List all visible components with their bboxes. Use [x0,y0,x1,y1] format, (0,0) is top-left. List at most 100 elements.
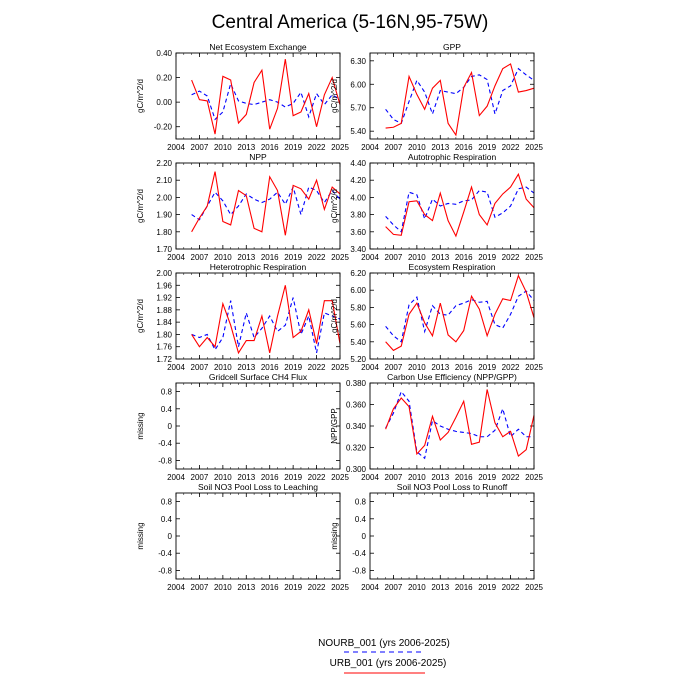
x-tick-label: 2007 [191,363,209,372]
x-tick-label: 2022 [308,583,326,592]
y-tick-label: 0.00 [156,98,172,107]
y-tick-label: 2.20 [156,159,172,168]
legend-label-nourb: NOURB_001 (yrs 2006-2025) [318,638,450,649]
y-tick-label: 1.70 [156,245,172,254]
x-tick-label: 2010 [408,143,426,152]
chart-panel-2: GPP gC/m^2/d 2004 2007 2010 2013 2016 2019 2022 2… [330,42,543,152]
x-tick-label: 2007 [191,583,209,592]
x-tick-label: 2022 [308,143,326,152]
x-tick-label: 2016 [261,253,279,262]
x-tick-label: 2004 [361,583,379,592]
x-tick-label: 2013 [431,473,449,482]
x-tick-label: 2007 [385,363,403,372]
y-tick-label: 5.70 [350,104,366,113]
y-tick-label: 0 [168,422,173,431]
x-tick-label: 2022 [308,473,326,482]
y-tick-label: 0.8 [355,498,367,507]
x-tick-label: 2013 [237,143,255,152]
chart-panel-5: Heterotrophic Respiration gC/m^2/d 2004 200… [136,262,349,372]
x-tick-label: 2016 [455,583,473,592]
y-axis-label: gC/m^2/d [136,299,145,333]
y-tick-label: 1.88 [156,306,172,315]
x-tick-label: 2010 [408,473,426,482]
y-tick-label: 6.20 [350,269,366,278]
panel-title: Ecosystem Respiration [409,262,496,272]
y-tick-label: 0.4 [161,515,173,524]
y-tick-label: 5.40 [350,338,366,347]
legend-label-urb: URB_001 (yrs 2006-2025) [330,658,447,669]
x-tick-label: 2016 [261,473,279,482]
figure-title: Central America (5-16N,95-75W) [212,12,489,33]
y-tick-label: 2.10 [156,176,172,185]
x-tick-label: 2004 [167,473,185,482]
plot-frame [175,492,341,580]
panel-title: Heterotrophic Respiration [210,262,307,272]
y-tick-label: 0.8 [161,388,173,397]
y-tick-label: 0.20 [156,74,172,83]
x-tick-label: 2016 [261,143,279,152]
y-tick-label: 4.40 [350,159,366,168]
series-line-urb-001 [191,59,341,135]
x-tick-label: 2019 [478,143,496,152]
x-tick-label: 2022 [308,253,326,262]
x-tick-label: 2016 [455,253,473,262]
series-line-nourb-001 [191,185,341,221]
x-tick-label: 2013 [431,583,449,592]
plot-frame [175,382,341,470]
x-tick-label: 2025 [525,473,543,482]
y-tick-label: -0.4 [158,439,172,448]
y-tick-label: 0.340 [346,422,367,431]
y-tick-label: 6.30 [350,57,366,66]
y-axis-label: gC/m^2/d [330,79,339,113]
y-tick-label: -0.4 [158,549,172,558]
x-tick-label: 2013 [431,143,449,152]
panel-title: NPP [249,152,267,162]
y-axis-label: gC/m^2/d [330,299,339,333]
y-axis-label: missing [136,522,145,549]
y-tick-label: 5.60 [350,321,366,330]
x-tick-label: 2016 [261,363,279,372]
y-tick-label: 0.4 [355,515,367,524]
y-axis-label: NPP/GPP [330,408,339,444]
y-tick-label: 4.20 [350,176,366,185]
x-tick-label: 2022 [502,473,520,482]
series-line-nourb-001 [385,186,535,233]
x-tick-label: 2022 [502,363,520,372]
y-tick-label: 0.4 [161,405,173,414]
x-tick-label: 2010 [214,473,232,482]
x-tick-label: 2007 [191,253,209,262]
x-tick-label: 2004 [167,583,185,592]
chart-panel-4: Autotrophic Respiration gC/m^2/d 2004 2007 2… [330,152,543,262]
y-tick-label: 0 [362,532,367,541]
y-axis-label: gC/m^2/d [136,189,145,223]
x-tick-label: 2013 [237,473,255,482]
x-tick-label: 2010 [408,363,426,372]
y-axis-label: missing [330,522,339,549]
x-tick-label: 2019 [284,363,302,372]
x-tick-label: 2010 [214,253,232,262]
x-tick-label: 2007 [191,473,209,482]
x-tick-label: 2013 [431,253,449,262]
x-tick-label: 2004 [361,253,379,262]
series-line-urb-001 [385,63,535,137]
x-tick-label: 2004 [361,473,379,482]
x-tick-label: 2019 [478,583,496,592]
x-tick-label: 2013 [237,253,255,262]
x-tick-label: 2010 [214,143,232,152]
y-tick-label: 5.80 [350,303,366,312]
y-tick-label: 0.380 [346,379,367,388]
y-tick-label: 1.92 [156,294,172,303]
y-tick-label: 6.00 [350,286,366,295]
plot-frame [175,162,341,250]
x-tick-label: 2019 [478,253,496,262]
plot-frame [369,52,535,140]
x-tick-label: 2007 [385,473,403,482]
panel-title: GPP [443,42,461,52]
chart-panel-9: Soil NO3 Pool Loss to Leaching missing 200… [136,482,349,592]
x-tick-label: 2013 [237,363,255,372]
x-tick-label: 2007 [385,253,403,262]
x-tick-label: 2025 [331,143,349,152]
x-tick-label: 2004 [167,363,185,372]
